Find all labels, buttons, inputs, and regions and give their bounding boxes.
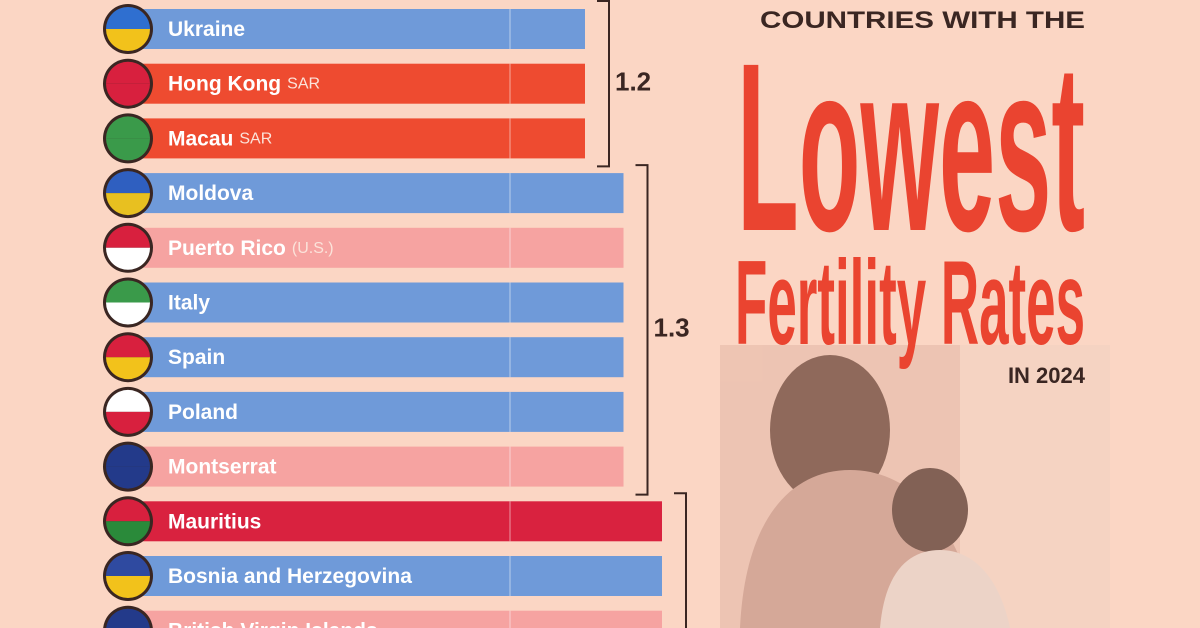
flag-top <box>106 171 150 194</box>
title-year: IN 2024 <box>1008 363 1086 388</box>
bar <box>123 391 624 432</box>
bar <box>123 337 624 378</box>
bar <box>123 118 585 159</box>
flag-top <box>106 280 150 303</box>
category-label: Moldova <box>168 182 253 205</box>
category-label: Macau SAR <box>168 127 272 150</box>
category-label: Montserrat <box>168 455 277 478</box>
flag-top <box>106 225 150 248</box>
flag-top <box>106 7 150 29</box>
flag-bottom <box>106 302 150 325</box>
category-label: Italy <box>168 291 210 314</box>
flag-bottom <box>106 29 150 51</box>
category-name: Ukraine <box>168 18 245 41</box>
category-name: Macau <box>168 127 233 150</box>
flag-top <box>106 499 150 522</box>
flag-bottom <box>106 466 150 489</box>
flag-top <box>106 608 150 628</box>
category-name: Mauritius <box>168 510 261 533</box>
group-bracket <box>597 0 610 168</box>
flag-top <box>106 554 150 576</box>
bar <box>123 9 585 49</box>
category-name: Puerto Rico <box>168 236 286 259</box>
flag-bottom <box>106 357 150 380</box>
category-name: Moldova <box>168 182 253 205</box>
category-label: Spain <box>168 346 225 369</box>
category-name: Italy <box>168 291 210 314</box>
photo <box>720 345 1110 628</box>
category-note: (U.S.) <box>292 240 334 257</box>
category-label: Ukraine <box>168 18 245 41</box>
title-main: Lowest <box>737 13 1085 281</box>
category-note: SAR <box>239 131 272 148</box>
category-note: SAR <box>287 76 320 93</box>
bar <box>123 501 662 542</box>
flag-top <box>106 444 150 467</box>
flag-bottom <box>106 411 150 434</box>
category-name: British Virgin Islands <box>168 619 378 628</box>
category-label: Mauritius <box>168 510 261 533</box>
title-sub: Fertility Rates <box>735 236 1085 370</box>
bar <box>123 282 624 323</box>
bar <box>123 227 624 268</box>
group-bracket <box>635 164 649 496</box>
flag-bottom <box>106 521 150 544</box>
flag-bottom <box>106 83 150 106</box>
category-label: Hong Kong SAR <box>168 72 320 95</box>
category-name: Poland <box>168 400 238 423</box>
category-name: Spain <box>168 346 225 369</box>
group-value: 1.2 <box>615 67 651 97</box>
bar <box>123 173 624 214</box>
category-label: British Virgin Islands <box>168 619 378 628</box>
bar <box>123 63 585 104</box>
title-top: COUNTRIES WITH THE <box>760 7 1085 34</box>
bar <box>123 446 624 487</box>
bar <box>123 610 662 628</box>
flag-top <box>106 335 150 358</box>
flag-bottom <box>106 576 150 598</box>
category-label: Puerto Rico (U.S.) <box>168 236 334 259</box>
flag-bottom <box>106 138 150 161</box>
category-label: Poland <box>168 400 238 423</box>
flag-top <box>106 61 150 84</box>
flag-bottom <box>106 247 150 270</box>
category-name: Hong Kong <box>168 72 281 95</box>
category-name: Montserrat <box>168 455 277 478</box>
flag-bottom <box>106 193 150 216</box>
flag-top <box>106 116 150 139</box>
bar <box>123 556 662 596</box>
group-value: 1.3 <box>654 313 690 343</box>
flag-top <box>106 389 150 412</box>
category-label: Bosnia and Herzegovina <box>168 565 412 588</box>
group-bracket <box>674 492 687 628</box>
category-name: Bosnia and Herzegovina <box>168 565 412 588</box>
